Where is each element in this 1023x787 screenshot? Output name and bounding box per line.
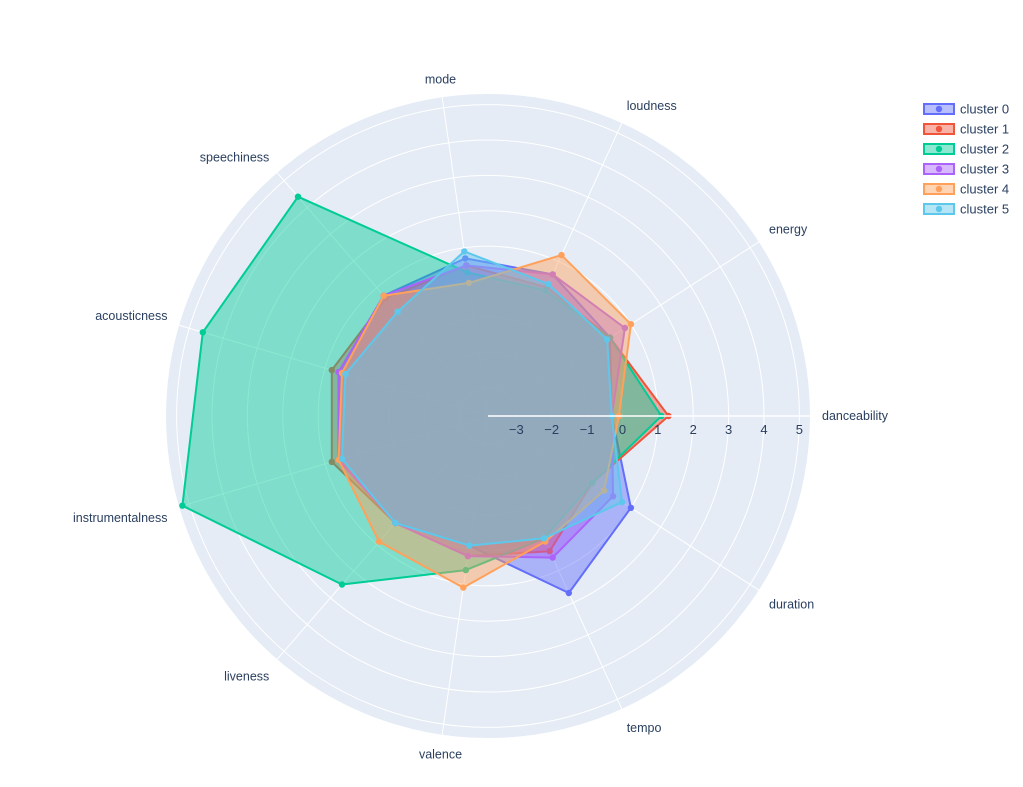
data-point [465, 279, 473, 287]
data-point [462, 255, 469, 262]
category-label: energy [769, 222, 808, 236]
radial-tick-label: −2 [544, 422, 559, 437]
data-point [542, 287, 549, 294]
data-point [558, 251, 565, 259]
category-label: loudness [627, 99, 677, 113]
series-area [330, 264, 670, 558]
legend-marker [935, 205, 943, 213]
legend-label: cluster 4 [960, 182, 1009, 197]
data-point [545, 280, 552, 288]
data-point [328, 366, 335, 374]
data-point [464, 552, 472, 560]
data-point [342, 370, 349, 378]
data-point [338, 581, 346, 588]
radial-tick-label: −1 [580, 422, 595, 437]
series-cluster-4 [335, 251, 635, 591]
data-point [375, 538, 383, 545]
data-point [565, 589, 572, 597]
angular-gridline [441, 415, 489, 735]
data-point [464, 269, 471, 276]
data-point [618, 498, 626, 506]
data-point [549, 554, 556, 561]
legend-marker [935, 165, 943, 173]
legend-marker [935, 145, 943, 153]
category-label: valence [419, 748, 462, 762]
series-cluster-5 [338, 248, 626, 549]
series-cluster-2 [179, 193, 665, 588]
category-label: instrumentalness [73, 511, 168, 525]
data-point [199, 329, 206, 336]
data-point [609, 493, 617, 500]
category-label: speechiness [200, 151, 270, 165]
data-point [394, 308, 401, 315]
legend-item[interactable]: cluster 0 [923, 102, 1009, 117]
data-point [600, 487, 608, 494]
series-area [341, 250, 623, 547]
category-label: tempo [627, 721, 662, 735]
radial-tick-label: 1 [654, 422, 661, 437]
legend-label: cluster 5 [960, 202, 1009, 217]
data-point [540, 535, 548, 542]
data-point [380, 292, 387, 299]
legend-marker [935, 125, 943, 133]
category-label: acousticness [95, 309, 167, 323]
data-point [463, 262, 470, 269]
radial-tick-label: −3 [509, 422, 524, 437]
legend-item[interactable]: cluster 3 [923, 162, 1009, 177]
radial-tick-label: 2 [690, 422, 697, 437]
angular-gridline [487, 415, 623, 710]
data-point [338, 455, 346, 463]
legend: cluster 0 cluster 1 cluster 2 cluster 3 clus… [923, 102, 1009, 217]
data-point [462, 566, 469, 574]
series-area [181, 195, 663, 586]
legend-marker [935, 105, 943, 113]
data-point [627, 321, 635, 328]
radial-tick-label: 5 [796, 422, 803, 437]
data-point [179, 502, 186, 509]
data-point [621, 324, 629, 332]
angular-axis-labels: danceability energy loudness mode speechines… [73, 72, 889, 761]
data-point [460, 584, 467, 591]
radial-axis: −3 −2 −1 0 1 2 3 4 5 [488, 415, 810, 437]
angular-gridline [487, 122, 623, 417]
angular-gridline [276, 415, 489, 660]
data-point [603, 336, 611, 343]
series-area [337, 264, 626, 559]
legend-item[interactable]: cluster 1 [923, 122, 1009, 137]
legend-item[interactable]: cluster 4 [923, 182, 1009, 197]
data-point [392, 519, 399, 527]
category-label: mode [425, 72, 456, 86]
data-point [627, 504, 635, 511]
data-point [294, 193, 302, 200]
legend-item[interactable]: cluster 2 [923, 142, 1009, 157]
legend-label: cluster 0 [960, 102, 1009, 117]
radial-tick-label: 0 [619, 422, 626, 437]
category-label: duration [769, 598, 814, 612]
radial-tick-label: 4 [760, 422, 767, 437]
category-label: danceability [822, 409, 889, 423]
data-point [549, 271, 556, 278]
radial-tick-label: 3 [725, 422, 732, 437]
legend-item[interactable]: cluster 5 [923, 202, 1009, 217]
legend-marker [935, 185, 943, 193]
data-point [328, 458, 335, 466]
data-point [461, 248, 468, 255]
legend-label: cluster 1 [960, 122, 1009, 137]
data-point [546, 548, 553, 555]
data-point [466, 542, 473, 549]
legend-label: cluster 2 [960, 142, 1009, 157]
data-point [589, 479, 596, 487]
category-label: liveness [224, 669, 269, 683]
series-layer [179, 193, 672, 597]
legend-label: cluster 3 [960, 162, 1009, 177]
